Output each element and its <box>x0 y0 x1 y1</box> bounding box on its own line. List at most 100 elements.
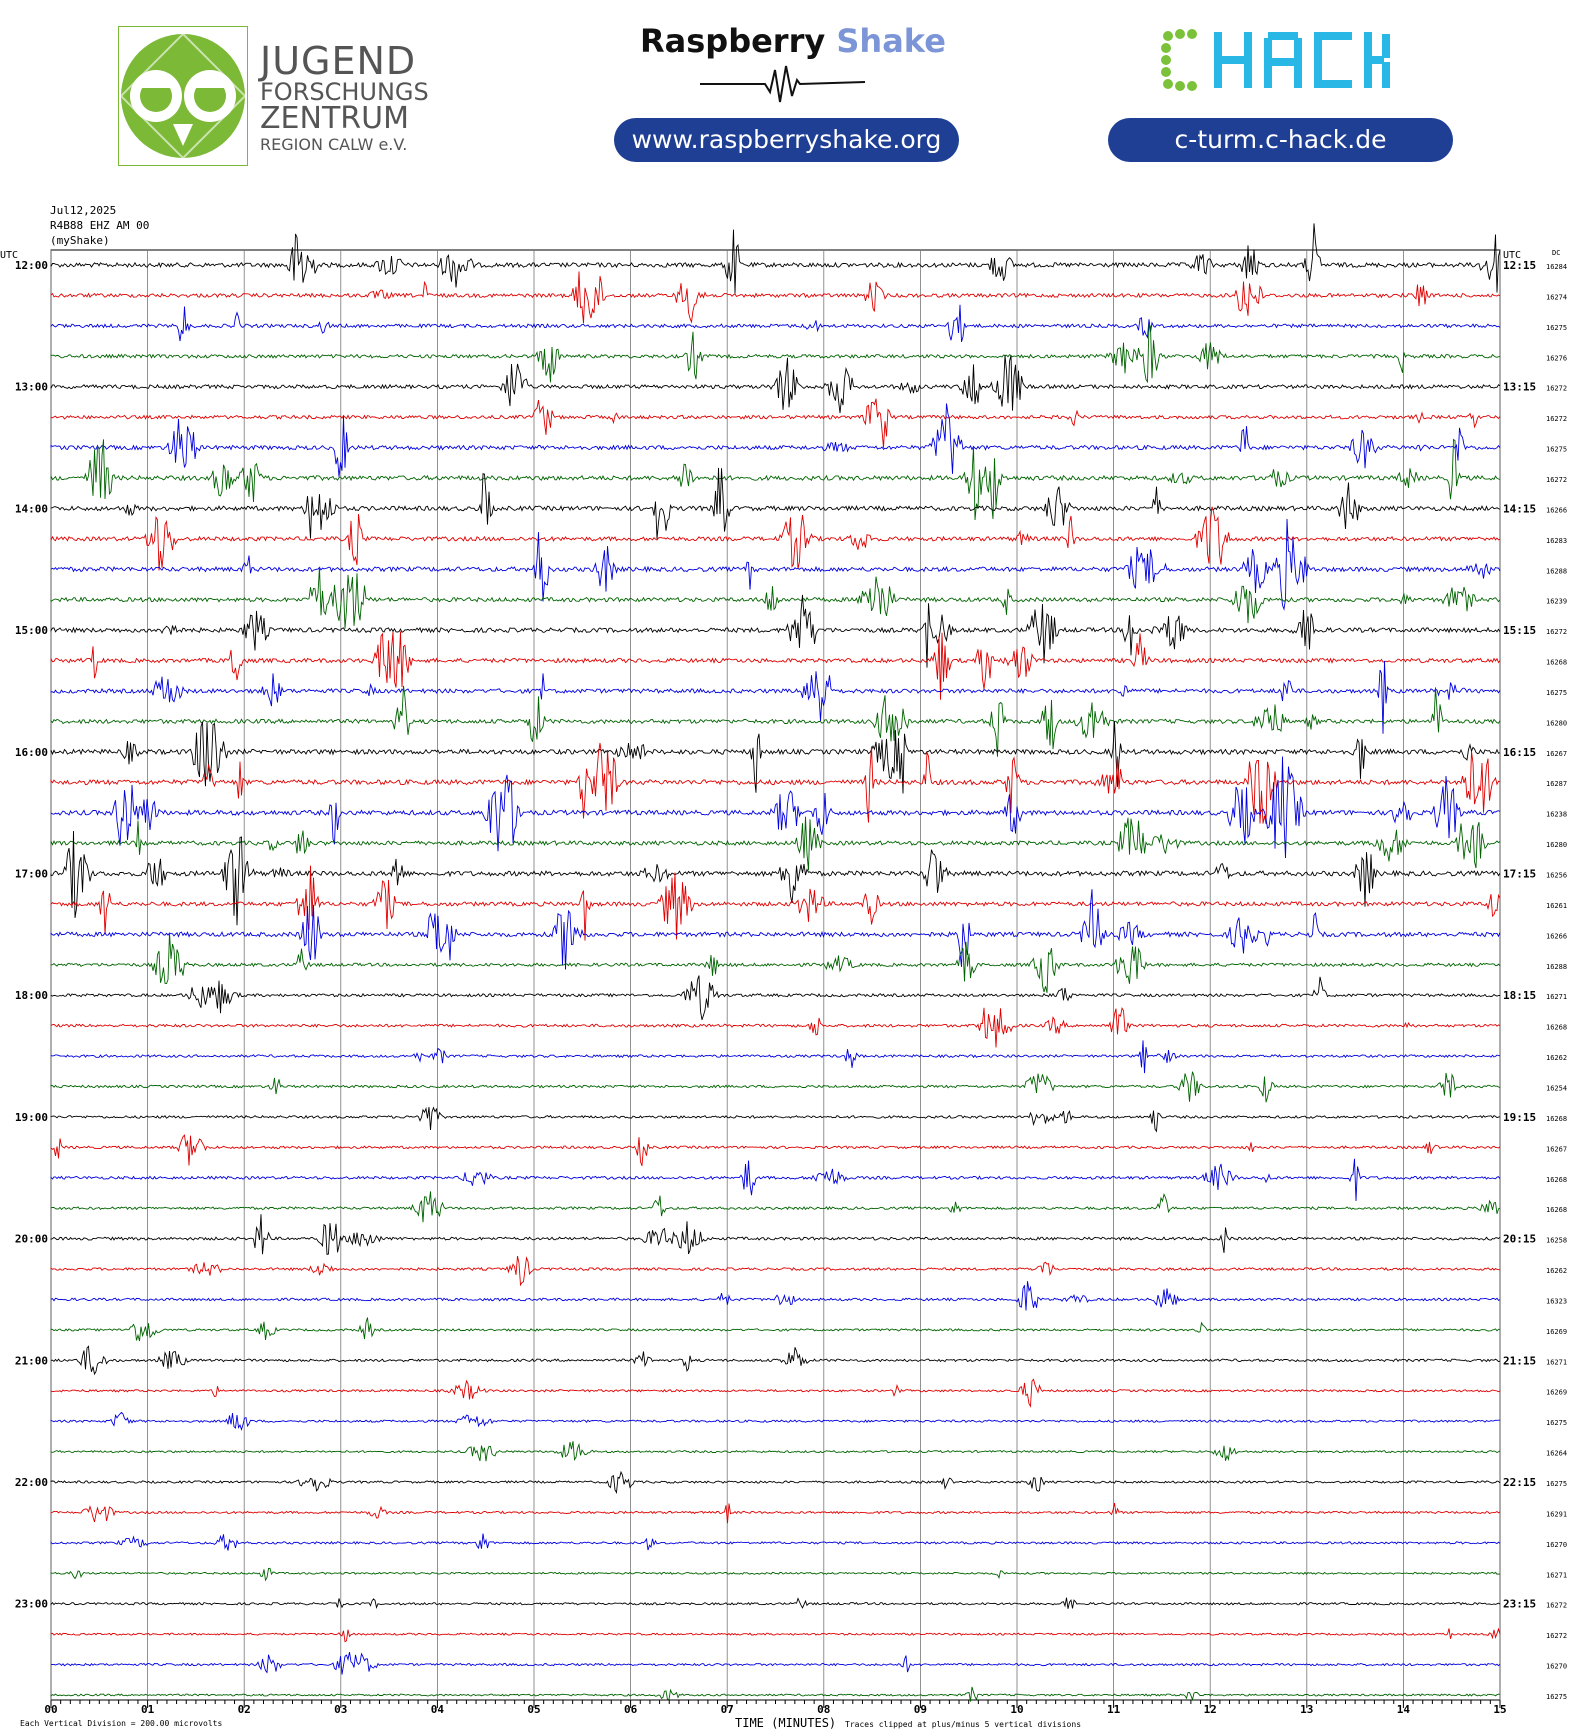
channel-id: R4B88 EHZ AM 00 <box>50 219 150 232</box>
x-tick-label: 04 <box>431 1703 445 1716</box>
seismic-trace <box>50 438 1501 521</box>
dc-offset-label: 16254 <box>1546 1084 1567 1092</box>
dc-offset-label: 16272 <box>1546 476 1567 484</box>
seismic-trace <box>50 830 1501 926</box>
seismic-trace <box>50 403 1501 477</box>
dc-offset-label: 16287 <box>1546 780 1567 788</box>
hour-label-left: 21:00 <box>15 1354 48 1367</box>
dc-offset-label: 16272 <box>1546 1602 1567 1610</box>
dc-offset-label: 16271 <box>1546 1358 1567 1366</box>
dc-offset-label: 16258 <box>1546 1237 1567 1245</box>
dc-offset-label: 16267 <box>1546 750 1567 758</box>
dc-header-label: DC <box>1552 249 1560 257</box>
dc-offset-label: 16323 <box>1546 1297 1567 1305</box>
dc-offset-label: 16274 <box>1546 293 1567 301</box>
seismic-trace <box>50 506 1501 571</box>
left-utc-label: UTC <box>0 250 18 261</box>
dc-offset-label: 16264 <box>1546 1450 1567 1458</box>
seismic-trace <box>50 1567 1501 1582</box>
jfz-line3: ZENTRUM <box>260 101 409 136</box>
hour-label-right: 12:15 <box>1503 259 1536 272</box>
x-tick-label: 12 <box>1204 1703 1217 1716</box>
dc-offset-label: 16275 <box>1546 1480 1567 1488</box>
seismic-trace <box>50 1255 1501 1287</box>
chack-logo <box>1161 29 1390 91</box>
hour-label-left: 19:00 <box>15 1111 48 1124</box>
seismic-trace <box>50 685 1501 757</box>
seismic-trace <box>50 932 1501 993</box>
seismic-trace <box>50 889 1501 970</box>
dc-offset-label: 16268 <box>1546 659 1567 667</box>
seismic-trace <box>50 1040 1501 1074</box>
x-tick-label: 02 <box>238 1703 251 1716</box>
x-tick-label: 08 <box>817 1703 830 1716</box>
seismic-trace <box>50 1007 1501 1048</box>
seismic-trace <box>51 1652 1501 1675</box>
seismic-wave-icon <box>700 65 865 103</box>
dc-offset-label: 16272 <box>1546 385 1567 393</box>
data-source: (myShake) <box>50 234 110 247</box>
dc-offset-label: 16238 <box>1546 811 1567 819</box>
seismic-trace <box>50 271 1501 324</box>
seismic-trace <box>50 1191 1501 1223</box>
x-tick-label: 05 <box>527 1703 540 1716</box>
seismic-trace <box>50 1281 1501 1311</box>
hour-label-right: 19:15 <box>1503 1111 1536 1124</box>
x-tick-label: 00 <box>44 1703 57 1716</box>
seismic-trace <box>50 1158 1501 1202</box>
hour-label-right: 23:15 <box>1503 1598 1536 1611</box>
seismic-trace <box>50 1378 1501 1408</box>
seismic-trace <box>50 323 1500 384</box>
seismic-trace <box>50 355 1501 414</box>
jfz-line2: FORSCHUNGS <box>260 78 429 106</box>
raspberryshake-url-link[interactable]: www.raspberryshake.org <box>614 118 959 162</box>
dc-offset-label: 16268 <box>1546 1206 1567 1214</box>
jfz-owl-logo <box>118 26 248 166</box>
dc-offset-label: 16272 <box>1546 415 1567 423</box>
dc-offset-label: 16284 <box>1546 263 1567 271</box>
seismic-trace <box>50 1597 1501 1610</box>
jfz-line1: JUGEND <box>260 39 417 83</box>
dc-offset-label: 16268 <box>1546 1024 1567 1032</box>
hour-label-right: 13:15 <box>1503 381 1536 394</box>
x-tick-label: 10 <box>1010 1703 1023 1716</box>
header: JUGEND FORSCHUNGS ZENTRUM REGION CALW e.… <box>0 0 1570 180</box>
dc-offset-label: 16269 <box>1546 1389 1567 1397</box>
dc-offset-label: 16291 <box>1546 1510 1567 1518</box>
seismic-trace <box>50 1686 1501 1702</box>
x-tick-label: 07 <box>721 1703 734 1716</box>
x-tick-label: 14 <box>1397 1703 1411 1716</box>
dc-offset-label: 16261 <box>1546 902 1567 910</box>
hour-label-right: 22:15 <box>1503 1476 1536 1489</box>
dc-offset-label: 16283 <box>1546 537 1567 545</box>
x-tick-label: 03 <box>334 1703 347 1716</box>
dc-offset-label: 16280 <box>1546 719 1567 727</box>
chack-url-link[interactable]: c-turm.c-hack.de <box>1108 118 1453 162</box>
dc-offset-label: 16262 <box>1546 1054 1567 1062</box>
shake-word: Shake <box>836 22 946 60</box>
hour-label-left: 15:00 <box>15 624 48 637</box>
x-tick-label: 09 <box>914 1703 927 1716</box>
seismic-trace <box>50 1470 1501 1494</box>
dc-offset-label: 16256 <box>1546 872 1567 880</box>
dc-offset-label: 16270 <box>1546 1541 1567 1549</box>
x-tick-label: 01 <box>141 1703 155 1716</box>
seismic-trace <box>50 1441 1501 1462</box>
x-tick-label: 06 <box>624 1703 638 1716</box>
clip-note: Traces clipped at plus/minus 5 vertical … <box>845 1720 1082 1729</box>
dc-offset-label: 16271 <box>1546 1571 1567 1579</box>
raspberry-word: Raspberry <box>640 22 826 60</box>
seismic-trace <box>50 660 1501 734</box>
dc-offset-label: 16268 <box>1546 1176 1567 1184</box>
seismic-trace <box>50 975 1501 1020</box>
dc-offset-label: 16270 <box>1546 1663 1567 1671</box>
seismic-trace <box>50 631 1501 700</box>
hour-label-left: 22:00 <box>15 1476 48 1489</box>
dc-offset-label: 16275 <box>1546 1419 1567 1427</box>
dc-offset-label: 16271 <box>1546 993 1567 1001</box>
dc-offset-label: 16266 <box>1546 932 1567 940</box>
hour-label-right: 20:15 <box>1503 1233 1536 1246</box>
right-utc-label: UTC <box>1503 250 1521 261</box>
hour-label-right: 21:15 <box>1503 1354 1536 1367</box>
